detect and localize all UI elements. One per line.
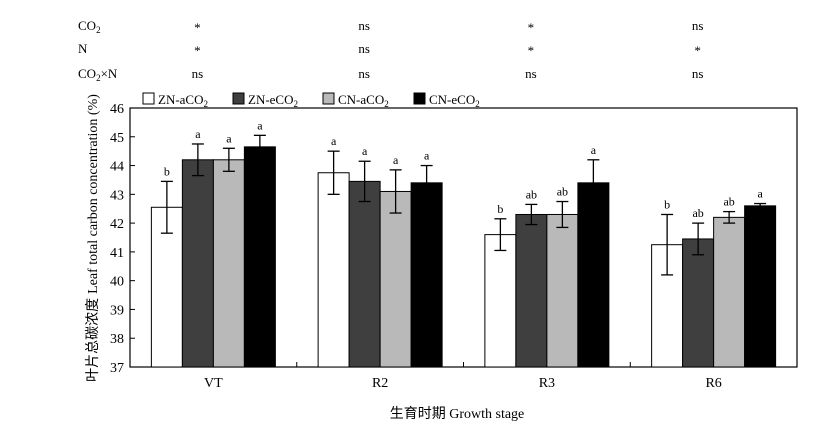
legend-label: ZN-aCO2 — [158, 92, 208, 109]
significance-value: * — [194, 43, 201, 58]
significance-value: ns — [358, 66, 370, 81]
legend-swatch — [232, 92, 245, 105]
bar — [212, 159, 245, 368]
x-tick-label: R2 — [372, 376, 388, 391]
x-tick-label: R3 — [539, 376, 555, 391]
significance-letter: a — [591, 143, 597, 157]
significance-value: ns — [692, 66, 704, 81]
bar — [150, 206, 183, 368]
significance-letter: a — [362, 144, 368, 158]
svg-text:叶片总碳浓度Leaf total carbon concen: 叶片总碳浓度 Leaf total carbon concentration (%… — [85, 94, 101, 382]
y-axis-title: 叶片总碳浓度 Leaf total carbon concentration (%… — [85, 94, 101, 382]
significance-letter: b — [164, 164, 170, 178]
bar — [546, 213, 579, 368]
y-tick-label: 39 — [110, 303, 124, 318]
bar — [379, 190, 412, 368]
significance-letter: a — [257, 118, 263, 132]
significance-factor: N — [78, 41, 88, 56]
legend-label: CN-eCO2 — [429, 92, 480, 109]
y-axis-title-cn: 叶片总碳浓度 — [85, 298, 101, 382]
significance-letter: a — [195, 127, 201, 141]
significance-value: * — [694, 43, 701, 58]
x-tick-label: R6 — [705, 376, 721, 391]
significance-value: * — [194, 20, 201, 35]
significance-value: ns — [692, 18, 704, 33]
significance-value: * — [528, 20, 535, 35]
y-tick-label: 40 — [110, 275, 124, 290]
y-tick-label: 37 — [110, 361, 124, 376]
y-tick-label: 46 — [110, 102, 124, 117]
bar — [713, 216, 746, 368]
legend-swatch — [322, 92, 335, 105]
x-axis-title: 生育时期 Growth stage — [390, 406, 525, 422]
legend-label: ZN-eCO2 — [248, 92, 298, 109]
significance-value: ns — [358, 18, 370, 33]
significance-letter: a — [757, 187, 763, 201]
bar — [317, 172, 350, 368]
significance-value: * — [528, 43, 535, 58]
significance-letter: a — [331, 134, 337, 148]
significance-table: CO2 * ns * ns N * ns * * CO2×N ns ns ns ns — [78, 18, 703, 83]
legend: ZN-aCO2 ZN-eCO2 CN-aCO2 CN-eCO2 — [142, 92, 480, 109]
bar — [744, 205, 777, 368]
bar — [515, 213, 548, 368]
significance-letter: ab — [557, 185, 568, 199]
bar — [348, 180, 381, 368]
significance-value: ns — [358, 41, 370, 56]
significance-letter: a — [424, 149, 430, 163]
bar — [243, 146, 276, 368]
y-tick-label: 42 — [110, 217, 124, 232]
bar — [181, 159, 214, 368]
significance-letter: b — [664, 197, 670, 211]
significance-letter: ab — [526, 187, 537, 201]
significance-letter: b — [497, 202, 503, 216]
significance-value: ns — [525, 66, 537, 81]
y-tick-label: 44 — [110, 160, 124, 175]
legend-label: CN-aCO2 — [338, 92, 389, 109]
significance-letter: a — [393, 153, 399, 167]
y-tick-label: 41 — [110, 246, 124, 261]
y-tick-label: 43 — [110, 188, 124, 203]
x-tick-label: VT — [204, 376, 223, 391]
y-tick-label: 38 — [110, 332, 124, 347]
legend-swatch — [413, 92, 426, 105]
significance-factor: CO2×N — [78, 66, 118, 83]
significance-letter: ab — [692, 206, 703, 220]
y-axis-title-en: Leaf total carbon concentration (%) — [86, 94, 101, 294]
y-tick-label: 45 — [110, 131, 124, 146]
significance-letter: a — [226, 131, 232, 145]
bar — [577, 182, 610, 368]
bar — [484, 234, 517, 368]
significance-letter: ab — [723, 195, 734, 209]
legend-swatch — [142, 92, 155, 105]
significance-value: ns — [192, 66, 204, 81]
bar — [410, 182, 443, 368]
significance-factor: CO2 — [78, 18, 101, 35]
bar — [682, 238, 715, 368]
